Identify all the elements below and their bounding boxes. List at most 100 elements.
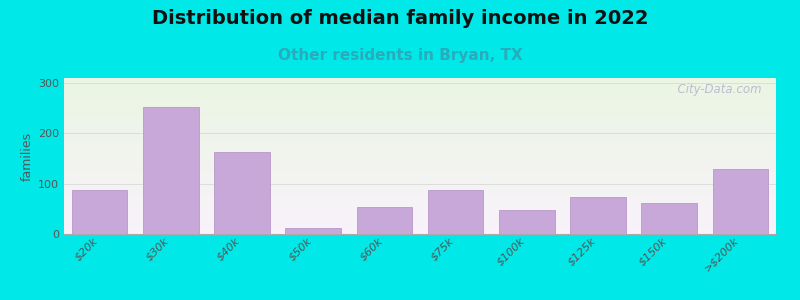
Bar bbox=[64, 123, 776, 124]
Bar bbox=[64, 148, 776, 149]
Bar bbox=[64, 180, 776, 181]
Bar bbox=[499, 210, 554, 234]
Bar bbox=[64, 118, 776, 119]
Bar bbox=[64, 94, 776, 95]
Bar bbox=[64, 80, 776, 81]
Bar bbox=[64, 167, 776, 168]
Bar bbox=[64, 222, 776, 223]
Bar bbox=[64, 87, 776, 88]
Bar bbox=[64, 119, 776, 120]
Bar bbox=[64, 130, 776, 131]
Bar bbox=[64, 193, 776, 194]
Bar bbox=[64, 220, 776, 221]
Bar bbox=[64, 164, 776, 165]
Bar bbox=[64, 205, 776, 206]
Bar bbox=[64, 143, 776, 144]
Bar bbox=[64, 156, 776, 157]
Bar bbox=[64, 155, 776, 156]
Bar bbox=[64, 113, 776, 114]
Bar bbox=[64, 231, 776, 232]
Text: Distribution of median family income in 2022: Distribution of median family income in … bbox=[152, 9, 648, 28]
Bar bbox=[64, 122, 776, 123]
Bar bbox=[64, 160, 776, 161]
Bar bbox=[64, 109, 776, 110]
Bar bbox=[64, 134, 776, 135]
Bar bbox=[64, 200, 776, 201]
Bar bbox=[64, 159, 776, 160]
Bar bbox=[64, 132, 776, 133]
Bar bbox=[64, 139, 776, 140]
Bar bbox=[64, 224, 776, 225]
Bar bbox=[64, 108, 776, 109]
Bar bbox=[428, 190, 483, 234]
Bar bbox=[64, 106, 776, 107]
Bar bbox=[64, 136, 776, 137]
Bar bbox=[64, 126, 776, 127]
Bar bbox=[64, 157, 776, 158]
Bar bbox=[64, 101, 776, 102]
Bar bbox=[64, 163, 776, 164]
Bar bbox=[64, 169, 776, 170]
Bar bbox=[64, 129, 776, 130]
Bar bbox=[64, 195, 776, 196]
Bar bbox=[64, 137, 776, 138]
Bar bbox=[64, 140, 776, 141]
Bar bbox=[64, 104, 776, 105]
Bar bbox=[64, 181, 776, 182]
Bar bbox=[64, 194, 776, 195]
Bar bbox=[64, 190, 776, 191]
Bar bbox=[64, 197, 776, 198]
Bar bbox=[64, 100, 776, 101]
Bar bbox=[64, 211, 776, 212]
Bar bbox=[64, 111, 776, 112]
Bar bbox=[64, 204, 776, 205]
Bar bbox=[64, 127, 776, 128]
Bar bbox=[64, 209, 776, 210]
Bar bbox=[64, 90, 776, 91]
Bar bbox=[64, 198, 776, 199]
Bar bbox=[64, 114, 776, 115]
Bar bbox=[64, 120, 776, 121]
Bar bbox=[64, 226, 776, 227]
Bar bbox=[64, 196, 776, 197]
Bar bbox=[64, 183, 776, 184]
Bar bbox=[64, 97, 776, 98]
Bar bbox=[64, 219, 776, 220]
Bar bbox=[64, 221, 776, 222]
Bar bbox=[64, 165, 776, 166]
Bar bbox=[143, 107, 198, 234]
Bar bbox=[64, 117, 776, 118]
Bar bbox=[64, 86, 776, 87]
Bar bbox=[64, 149, 776, 150]
Bar bbox=[64, 152, 776, 153]
Bar bbox=[64, 107, 776, 108]
Bar bbox=[64, 212, 776, 213]
Bar bbox=[64, 128, 776, 129]
Bar bbox=[64, 174, 776, 175]
Bar bbox=[64, 93, 776, 94]
Bar bbox=[64, 166, 776, 167]
Bar bbox=[64, 151, 776, 152]
Bar bbox=[64, 105, 776, 106]
Bar bbox=[64, 79, 776, 80]
Bar bbox=[357, 207, 412, 234]
Bar bbox=[64, 172, 776, 173]
Bar bbox=[64, 154, 776, 155]
Bar bbox=[64, 135, 776, 136]
Bar bbox=[64, 150, 776, 151]
Bar bbox=[72, 190, 127, 234]
Bar bbox=[64, 188, 776, 189]
Bar bbox=[64, 124, 776, 125]
Bar bbox=[64, 91, 776, 92]
Bar bbox=[64, 201, 776, 202]
Bar bbox=[64, 95, 776, 96]
Bar bbox=[64, 178, 776, 179]
Bar bbox=[64, 161, 776, 162]
Bar bbox=[64, 102, 776, 103]
Bar bbox=[64, 202, 776, 203]
Bar bbox=[64, 223, 776, 224]
Bar bbox=[64, 133, 776, 134]
Bar bbox=[64, 146, 776, 147]
Bar bbox=[642, 203, 697, 234]
Bar bbox=[64, 88, 776, 89]
